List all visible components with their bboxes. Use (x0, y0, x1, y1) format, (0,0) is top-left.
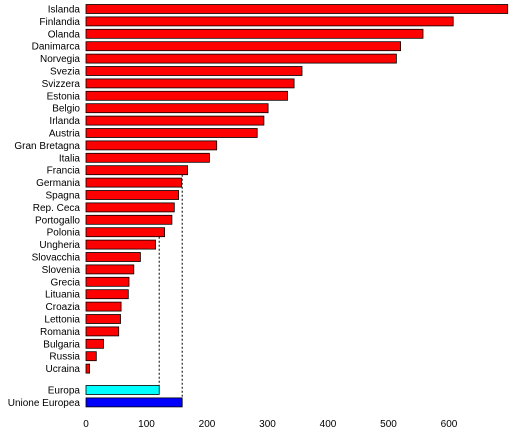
x-axis: 0 100 200 300 400 500 600 (83, 419, 458, 430)
bar-norvegia (85, 53, 397, 64)
category-label-rep-ceca: Rep. Ceca (33, 203, 81, 214)
category-label-danimarca: Danimarca (32, 42, 81, 53)
category-label-russia: Russia (49, 352, 80, 363)
bars (85, 4, 509, 408)
bar-ucraina (85, 363, 90, 374)
category-label-bulgaria: Bulgaria (43, 339, 80, 350)
bar-italia (85, 152, 210, 163)
bar-spagna (85, 190, 179, 200)
bar-rep-ceca (85, 202, 175, 213)
bar-germania (85, 177, 182, 188)
category-label-portogallo: Portogallo (35, 215, 80, 226)
bar-unione-europea (85, 397, 183, 408)
x-tick-label-0: 0 (83, 419, 89, 430)
bar-slovenia (85, 264, 135, 275)
category-label-ucraina: Ucraina (46, 364, 81, 375)
category-label-polonia: Polonia (47, 228, 81, 239)
category-label-italia: Italia (59, 153, 81, 164)
x-tick-label-100: 100 (138, 419, 155, 430)
bar-bulgaria (85, 338, 104, 349)
reference-lines (158, 174, 183, 398)
category-label-slovenia: Slovenia (42, 265, 81, 276)
category-label-olanda: Olanda (48, 29, 81, 40)
category-label-austria: Austria (49, 129, 81, 140)
bar-portogallo (85, 214, 173, 225)
bar-belgio (85, 103, 269, 114)
category-label-francia: Francia (47, 166, 81, 177)
x-tick-label-600: 600 (441, 419, 458, 430)
bar-svezia (85, 66, 303, 76)
bar-europa (85, 385, 160, 395)
bar-grecia (85, 276, 130, 287)
bar-slovacchia (85, 252, 141, 262)
category-label-slovacchia: Slovacchia (32, 253, 81, 264)
category-label-svezia: Svezia (50, 67, 80, 78)
bar-gran-bretagna (85, 140, 218, 151)
category-label-svizzera: Svizzera (42, 79, 81, 90)
category-label-islanda: Islanda (48, 5, 81, 16)
category-label-estonia: Estonia (47, 91, 81, 102)
bar-lituania (85, 289, 129, 300)
category-label-croazia: Croazia (46, 302, 81, 313)
category-label-irlanda: Irlanda (49, 116, 80, 127)
category-label-lituania: Lituania (45, 290, 80, 301)
category-label-ungheria: Ungheria (39, 240, 80, 251)
category-label-spagna: Spagna (46, 191, 81, 202)
bar-svizzera (85, 78, 295, 89)
category-label-europa: Europa (48, 386, 81, 397)
bar-irlanda (85, 115, 265, 126)
bar-ungheria (85, 239, 156, 250)
bar-olanda (85, 28, 424, 39)
category-label-grecia: Grecia (51, 277, 81, 288)
x-tick-label-500: 500 (380, 419, 397, 430)
bar-croazia (85, 301, 122, 312)
bar-finlandia (85, 16, 454, 27)
category-label-romania: Romania (40, 327, 80, 338)
bar-romania (85, 326, 120, 337)
bar-islanda (85, 4, 509, 14)
category-label-norvegia: Norvegia (40, 54, 80, 65)
category-label-germania: Germania (36, 178, 80, 189)
bar-estonia (85, 90, 288, 101)
bar-polonia (85, 227, 165, 238)
x-tick-label-200: 200 (199, 419, 216, 430)
bar-danimarca (85, 41, 402, 52)
x-tick-label-400: 400 (320, 419, 337, 430)
x-tick-label-300: 300 (259, 419, 276, 430)
category-label-belgio: Belgio (52, 104, 80, 115)
bar-austria (85, 128, 258, 138)
category-label-unione-europea: Unione Europea (8, 398, 81, 409)
category-label-lettonia: Lettonia (44, 315, 80, 326)
category-label-finlandia: Finlandia (39, 17, 80, 28)
category-label-gran-bretagna: Gran Bretagna (14, 141, 80, 152)
bar-francia (85, 165, 188, 176)
bar-lettonia (85, 314, 121, 324)
bar-russia (85, 351, 97, 362)
